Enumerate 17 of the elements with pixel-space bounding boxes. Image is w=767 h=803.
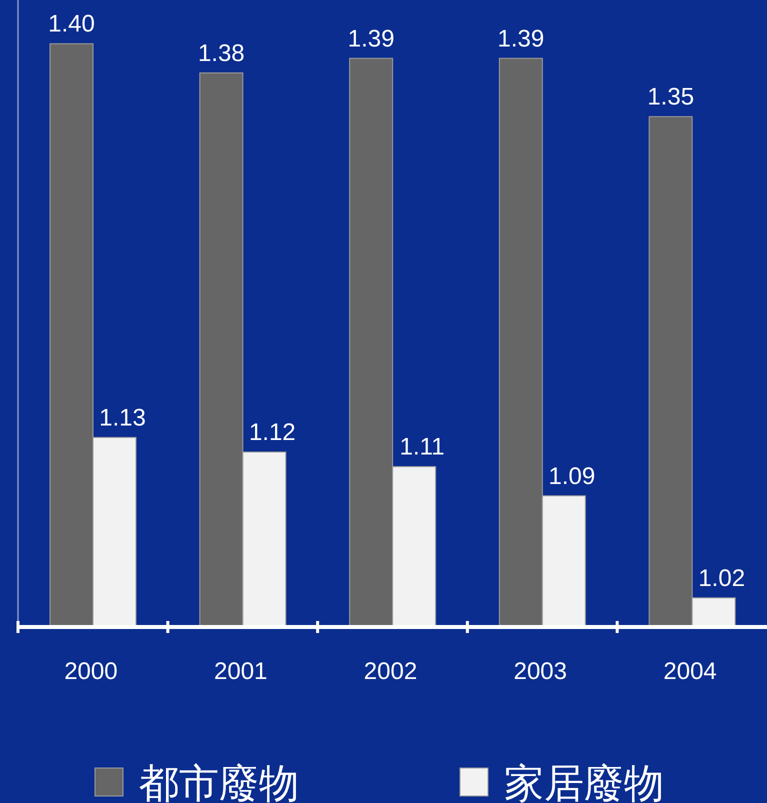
- x-tick-label: 2003: [514, 658, 567, 685]
- legend-label: 都市廢物: [139, 762, 299, 803]
- legend-label: 家居廢物: [504, 762, 664, 803]
- x-tick-label: 2004: [663, 658, 717, 685]
- data-label: 1.09: [548, 462, 596, 490]
- data-label: 1.40: [48, 10, 95, 38]
- data-label: 1.13: [99, 404, 146, 432]
- data-label: 1.11: [400, 434, 445, 461]
- data-label: 1.12: [248, 419, 296, 446]
- x-tick-label: 2002: [364, 658, 418, 685]
- x-tick-label: 2001: [214, 658, 268, 685]
- data-label: 1.02: [698, 564, 746, 592]
- data-label: 1.35: [647, 84, 694, 111]
- data-label: 1.39: [498, 25, 544, 52]
- data-label: 1.39: [348, 25, 394, 52]
- x-tick-label: 2000: [64, 658, 118, 685]
- data-label: 1.38: [198, 40, 245, 67]
